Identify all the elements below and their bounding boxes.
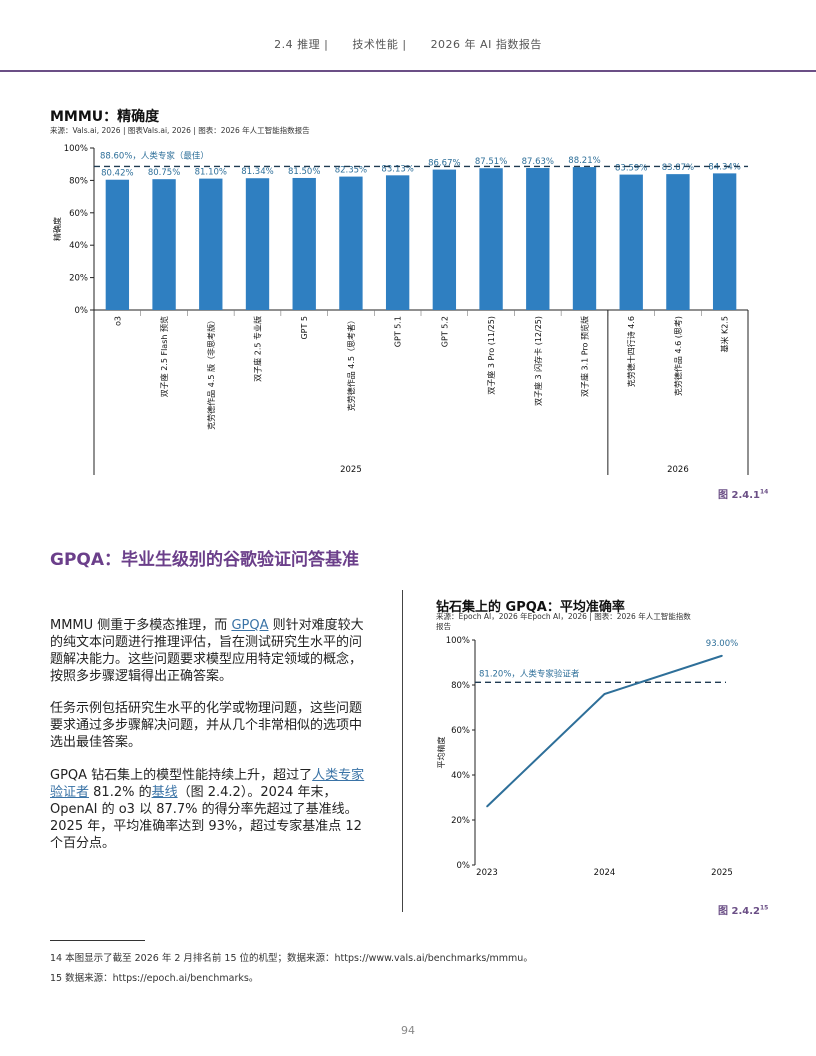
section-title: GPQA：毕业生级别的谷歌验证问答基准 xyxy=(50,550,360,570)
y-axis-title: 平均精度 xyxy=(436,737,446,769)
footnote-rule xyxy=(50,940,145,941)
y-tick-label: 100% xyxy=(64,144,88,154)
human-expert-link[interactable]: 人类专家验证者 xyxy=(50,768,365,800)
body-paragraph-3: GPQA 钻石集上的模型性能持续上升，超过了人类专家验证者 81.2% 的基线（… xyxy=(50,768,365,851)
category-label: GPT 5.2 xyxy=(440,316,449,347)
chart2-figure-label: 图 2.4.215 xyxy=(718,904,769,917)
bar xyxy=(245,178,270,310)
column-divider xyxy=(402,590,403,912)
bar xyxy=(199,178,223,310)
bar-value-label: 81.34% xyxy=(241,167,273,177)
body-paragraph-1: MMMU 侧重于多模态推理，而 GPQA 则针对难度较大的纯文本问题进行推理评估… xyxy=(50,618,364,684)
bar xyxy=(572,167,597,310)
bar-value-label: 80.75% xyxy=(148,168,180,178)
gpqa-line-chart: 0% 20% 40% 60% 80% 100% 平均精度 2023 2024 2025 81.20%… xyxy=(436,636,738,878)
y-tick-label: 40% xyxy=(69,241,88,251)
category-label: 双子座 3 Pro (11/25) xyxy=(486,316,496,395)
header-section: 2.4 推理 | xyxy=(274,38,329,51)
data-point xyxy=(603,693,606,695)
baseline-label: 81.20%，人类专家验证者 xyxy=(479,668,580,679)
bar-value-label: 84.34% xyxy=(708,162,740,172)
mmmu-bar-chart: 0% 20% 40% 60% 80% 100% 精确度 80.42% o3 80.75% 双子座 2… xyxy=(52,144,749,475)
chart1-title: MMMU：精确度 xyxy=(50,109,160,125)
y-tick-label: 0% xyxy=(457,861,471,871)
header-chapter: 技术性能 | xyxy=(352,38,407,51)
page-number: 94 xyxy=(401,1024,415,1037)
category-label: GPT 5.1 xyxy=(394,316,403,347)
bar-value-label: 80.42% xyxy=(101,169,133,179)
data-point xyxy=(486,805,488,808)
bar-value-label: 88.21% xyxy=(568,156,600,166)
category-label: 克劳德作品 4.5（思考者） xyxy=(346,316,356,411)
chart1-figure-label: 图 2.4.114 xyxy=(718,488,769,501)
y-tick-label: 80% xyxy=(69,176,88,186)
category-label: 基米 K2.5 xyxy=(720,316,730,353)
bar xyxy=(385,175,410,310)
footnote-14: 14 本图显示了截至 2026 年 2 月排名前 15 位的机型；数据来源：ht… xyxy=(50,953,533,964)
y-tick-label: 40% xyxy=(451,771,470,781)
bar xyxy=(152,179,176,310)
category-label: 克劳德作品 4.6 (思考) xyxy=(673,316,683,396)
chart2-source: 来源：Epoch AI，2026 年Epoch AI，2026 | 图表：202… xyxy=(436,612,691,631)
category-label: 双子座 2.5 专业版 xyxy=(253,316,263,382)
y-tick-label: 60% xyxy=(451,726,470,736)
bar-value-label: 81.10% xyxy=(195,168,227,178)
category-label: 克劳德十四行诗 4.6 xyxy=(626,316,636,387)
bar xyxy=(479,168,503,310)
y-tick-label: 20% xyxy=(69,274,88,284)
y-axis-title: 精确度 xyxy=(52,217,62,241)
bar xyxy=(712,173,737,310)
chart2-title: 钻石集上的 GPQA：平均准确率 xyxy=(436,600,625,615)
bar-value-label: 83.87% xyxy=(662,163,694,173)
category-label: 双子座 3.1 Pro 预览版 xyxy=(580,316,590,397)
bar-value-label: 87.51% xyxy=(475,157,507,167)
bar-value-label: 82.35% xyxy=(335,166,367,176)
bar-value-label: 81.50% xyxy=(288,167,320,177)
category-label: GPT 5 xyxy=(300,316,309,340)
bar xyxy=(292,177,316,310)
y-tick-label: 20% xyxy=(451,816,470,826)
page-header: 2.4 推理 | 技术性能 | 2026 年 AI 指数报告 xyxy=(0,36,816,52)
category-label: 双子座 2.5 Flash 预览 xyxy=(159,316,169,397)
y-tick-label: 100% xyxy=(446,636,470,646)
footnote-15: 15 数据来源：https://epoch.ai/benchmarks。 xyxy=(50,973,259,984)
y-tick-label: 60% xyxy=(69,209,88,219)
x-tick-label: 2024 xyxy=(594,868,616,878)
bar xyxy=(432,169,457,310)
y-tick-label: 80% xyxy=(451,681,470,691)
bar-value-label: 86.67% xyxy=(428,159,460,169)
chart1-source: 来源：Vals.ai, 2026 | 图表Vals.ai, 2026 | 图表：… xyxy=(50,126,310,135)
header-rule xyxy=(0,70,816,72)
data-point xyxy=(721,654,723,657)
group-label: 2025 xyxy=(340,465,362,475)
x-tick-label: 2025 xyxy=(711,868,733,878)
bar xyxy=(619,174,643,310)
bar xyxy=(666,174,690,310)
baseline-link[interactable]: 基线 xyxy=(151,785,178,800)
bar-value-label: 87.63% xyxy=(522,157,554,167)
category-label: o3 xyxy=(113,316,122,326)
bar-value-label: 83.13% xyxy=(381,164,413,174)
group-label: 2026 xyxy=(667,465,689,475)
bar xyxy=(105,179,130,310)
bar xyxy=(526,168,550,310)
end-value-label: 93.00% xyxy=(706,639,738,649)
x-tick-label: 2023 xyxy=(476,868,498,878)
baseline-label: 88.60%，人类专家（最佳） xyxy=(100,150,209,161)
bar xyxy=(339,176,363,310)
y-tick-label: 0% xyxy=(75,306,89,316)
body-paragraph-2: 任务示例包括研究生水平的化学或物理问题，这些问题要求通过多步骤解决问题，并从几个… xyxy=(50,701,363,750)
bar-value-label: 83.59% xyxy=(615,164,647,174)
header-report: 2026 年 AI 指数报告 xyxy=(430,38,542,51)
gpqa-link[interactable]: GPQA xyxy=(231,618,269,633)
category-label: 克劳德作品 4.5 版（非思考版） xyxy=(206,316,216,430)
category-label: 双子座 3 闪存卡 (12/25) xyxy=(533,316,543,406)
